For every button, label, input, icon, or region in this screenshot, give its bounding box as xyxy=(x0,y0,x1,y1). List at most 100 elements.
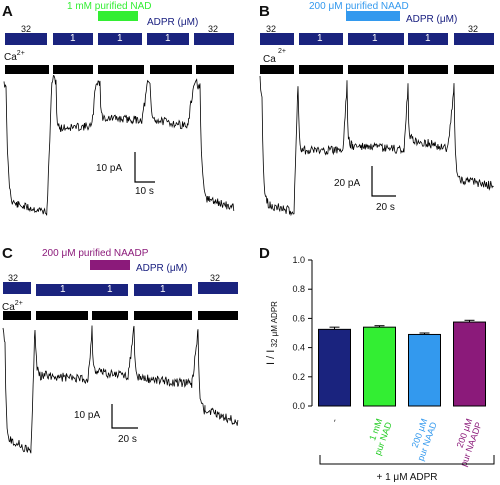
panel-c: C 200 μM purified NAADP ADPR (μM) 32 1 1… xyxy=(2,245,239,454)
adpr-bar-label: 32 xyxy=(8,273,18,283)
adpr-bar-label: 1 xyxy=(60,284,66,295)
panel-c-adpr-bars: 32 1 1 1 32 xyxy=(3,273,238,296)
panel-c-annotation: 200 μM purified NAADP xyxy=(42,248,149,259)
ca-bar xyxy=(348,65,404,74)
bar xyxy=(408,333,441,407)
ca-bar xyxy=(5,65,49,74)
panel-c-scale-x: 20 s xyxy=(118,434,137,445)
panel-b-annotation: 200 μM purified NAAD xyxy=(309,1,409,12)
panel-c-current-trace xyxy=(2,325,239,454)
bar xyxy=(363,326,396,407)
adpr-bar-label: 32 xyxy=(210,273,220,283)
ca-bar xyxy=(198,311,238,320)
ca-bar xyxy=(36,311,88,320)
adpr-bar xyxy=(53,33,93,45)
panel-b-scale-y: 20 pA xyxy=(334,178,360,189)
y-tick-label: 0.0 xyxy=(292,401,305,411)
adpr-bar xyxy=(134,284,192,296)
adpr-bar xyxy=(299,33,343,45)
category-label: 1 mMpur NAD xyxy=(363,417,394,457)
bar xyxy=(318,328,351,407)
panel-c-ca-bars xyxy=(3,311,238,320)
panel-c-label: C xyxy=(2,245,13,262)
y-tick-label: 0.8 xyxy=(292,284,305,294)
adpr-bar xyxy=(147,33,189,45)
adpr-bar-label: 1 xyxy=(70,33,76,44)
panel-a: A 1 mM purified NAD ADPR (μM) 32 1 1 1 3… xyxy=(2,1,235,216)
y-tick-label: 0.4 xyxy=(292,343,305,353)
bar xyxy=(453,321,486,407)
adpr-bar-label: 1 xyxy=(425,33,431,44)
ca-bar xyxy=(3,311,31,320)
adpr-bar xyxy=(348,33,404,45)
adpr-bar-label: 1 xyxy=(372,33,378,44)
panel-a-ca-label: Ca2+ xyxy=(4,50,25,63)
ca-bar xyxy=(150,65,192,74)
panel-b-label: B xyxy=(259,3,270,20)
panel-b-scale-x: 20 s xyxy=(376,202,395,213)
adpr-bar xyxy=(408,33,448,45)
panel-b-adpr-bars: 32 1 1 1 32 xyxy=(260,24,494,45)
panel-c-scale-y: 10 pA xyxy=(74,410,100,421)
ca-bar xyxy=(196,65,234,74)
adpr-bar-label: 1 xyxy=(317,33,323,44)
adpr-bar xyxy=(260,33,294,45)
adpr-bar-label: 1 xyxy=(160,284,166,295)
group-bracket xyxy=(319,455,495,465)
group-label: + 1 μM ADPR xyxy=(376,472,437,483)
panel-a-annotation: 1 mM purified NAD xyxy=(67,1,151,12)
ca-bar xyxy=(92,311,128,320)
ca-bar xyxy=(299,65,343,74)
panel-a-annotation-bar xyxy=(98,11,138,21)
adpr-bar xyxy=(198,282,238,294)
category-label: - xyxy=(329,417,339,423)
category-label: 200 μMpur NAADP xyxy=(449,417,484,468)
adpr-bar xyxy=(92,284,128,296)
adpr-bar-label: 1 xyxy=(165,33,171,44)
adpr-bar xyxy=(5,33,47,45)
ca-bar xyxy=(408,65,448,74)
panel-a-adpr-label: ADPR (μM) xyxy=(147,17,198,28)
panel-b-current-trace xyxy=(259,75,494,217)
panel-a-scale-x: 10 s xyxy=(135,186,154,197)
ca-bar xyxy=(454,65,494,74)
panel-a-scale-bar: 10 pA 10 s xyxy=(96,152,155,197)
panel-a-ca-bars xyxy=(5,65,234,74)
ca-bar xyxy=(134,311,192,320)
adpr-bar xyxy=(3,282,31,294)
panel-c-scale-bar: 10 pA 20 s xyxy=(74,404,138,445)
y-tick-label: 1.0 xyxy=(292,255,305,265)
panel-b-scale-bar: 20 pA 20 s xyxy=(334,166,396,213)
adpr-bar xyxy=(98,33,142,45)
panel-b-annotation-bar xyxy=(346,11,400,21)
y-tick-label: 0.6 xyxy=(292,313,305,323)
panel-d-label: D xyxy=(259,245,270,262)
panel-c-adpr-label: ADPR (μM) xyxy=(136,263,187,274)
panel-b-adpr-label: ADPR (μM) xyxy=(406,14,457,25)
panel-a-label: A xyxy=(2,3,13,20)
panel-a-adpr-bars: 32 1 1 1 32 xyxy=(5,24,234,45)
adpr-bar-label: 32 xyxy=(208,24,218,34)
y-tick-label: 0.2 xyxy=(292,372,305,382)
panel-b: B 200 μM purified NAAD ADPR (μM) 32 1 1 … xyxy=(259,1,494,217)
panel-b-ca-label: Ca2+ xyxy=(263,48,286,65)
panel-d-bar-chart: 0.0 0.2 0.4 0.6 0.8 1.0 I / I 32 μM ADPR - 1 mMp… xyxy=(265,255,495,483)
panel-a-scale-y: 10 pA xyxy=(96,163,122,174)
panel-b-ca-bars xyxy=(260,65,494,74)
adpr-bar-label: 1 xyxy=(107,284,113,295)
ca-bar xyxy=(53,65,93,74)
panel-c-ca-label: Ca2+ xyxy=(2,300,23,313)
adpr-bar-label: 32 xyxy=(266,24,276,34)
adpr-bar-label: 32 xyxy=(468,24,478,34)
adpr-bar-label: 32 xyxy=(21,24,31,34)
category-label: 200 μMpur NAAD xyxy=(406,417,439,462)
ca-bar xyxy=(260,65,294,74)
panel-c-annotation-bar xyxy=(90,260,130,270)
adpr-bar-label: 1 xyxy=(117,33,123,44)
panel-d: D 0.0 0.2 0.4 0.6 0.8 1.0 I / I 32 μM ADPR - 1 m… xyxy=(259,245,495,483)
panel-a-current-trace xyxy=(3,74,235,216)
ca-bar xyxy=(98,65,144,74)
y-axis-label: I / I 32 μM ADPR xyxy=(265,301,279,365)
adpr-bar xyxy=(194,33,234,45)
